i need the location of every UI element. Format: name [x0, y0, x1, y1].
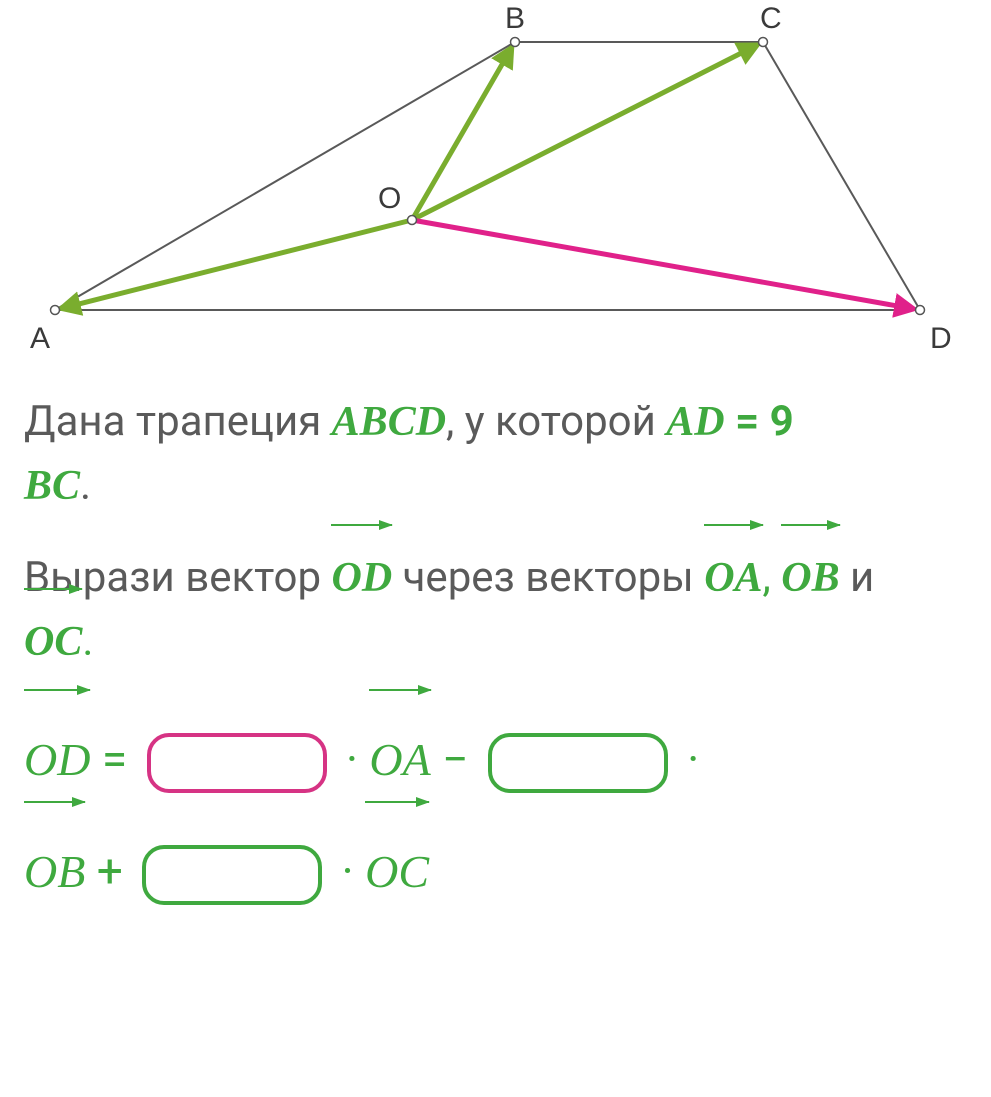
- problem-line-1b: BC.: [24, 454, 967, 518]
- svg-text:D: D: [930, 322, 952, 355]
- vector-OB: OB: [781, 547, 839, 610]
- vector-OC: OC: [24, 611, 82, 674]
- svg-text:A: A: [30, 322, 50, 355]
- eq-sign: =: [90, 733, 138, 787]
- answer-OD: OD: [24, 714, 90, 806]
- period-1: .: [80, 461, 91, 510]
- answer-row-1: OD = · OA − ·: [24, 714, 967, 806]
- blank-input-2[interactable]: [488, 733, 668, 793]
- dot-1: ·: [335, 733, 370, 787]
- problem-line-2: Вырази вектор OD через векторы OA, OB и: [24, 546, 967, 610]
- diagram-svg: A B C D O: [0, 0, 991, 370]
- trapezoid-name: ABCD: [332, 399, 446, 445]
- arrow-icon: [369, 689, 430, 691]
- arrow-icon: [781, 524, 839, 526]
- text-given: Дана трапеция: [24, 397, 332, 446]
- svg-text:O: O: [378, 182, 401, 215]
- trapezoid-diagram: A B C D O: [0, 0, 991, 374]
- answer-OB: OB: [24, 826, 85, 918]
- svg-text:C: C: [760, 2, 782, 35]
- comma-1: ,: [763, 553, 782, 602]
- arrow-icon: [24, 801, 85, 803]
- text-through: через векторы: [392, 553, 704, 602]
- cond-eq: =: [725, 397, 770, 446]
- blank-input-1[interactable]: [147, 733, 327, 793]
- minus-sign: −: [431, 733, 480, 787]
- arrow-icon: [704, 524, 762, 526]
- text-express: Вырази вектор: [24, 553, 331, 602]
- svg-text:B: B: [505, 2, 525, 35]
- text-with: , у которой: [446, 397, 666, 446]
- arrow-icon: [24, 588, 82, 590]
- problem-line-1: Дана трапеция ABCD, у которой AD = 9: [24, 390, 967, 454]
- answer-template: OD = · OA − · OB + · OC: [0, 714, 991, 918]
- problem-statement: Дана трапеция ABCD, у которой AD = 9 BC.…: [0, 390, 991, 674]
- problem-line-3: OC.: [24, 610, 967, 674]
- vector-OD: OD: [331, 547, 392, 610]
- arrow-icon: [331, 524, 392, 526]
- answer-OA: OA: [369, 714, 430, 806]
- dot-2: ·: [676, 733, 699, 787]
- answer-OC: OC: [365, 826, 429, 918]
- period-2: .: [82, 617, 93, 666]
- vector-OA: OA: [704, 547, 762, 610]
- plus-sign: +: [85, 845, 134, 899]
- arrow-icon: [24, 689, 90, 691]
- dot-3: ·: [330, 845, 365, 899]
- arrow-icon: [365, 801, 429, 803]
- answer-row-2: OB + · OC: [24, 826, 967, 918]
- blank-input-3[interactable]: [142, 845, 322, 905]
- cond-AD: AD: [666, 399, 724, 445]
- cond-9: 9: [770, 397, 794, 446]
- cond-BC: BC: [24, 463, 80, 509]
- text-and: и: [840, 553, 875, 602]
